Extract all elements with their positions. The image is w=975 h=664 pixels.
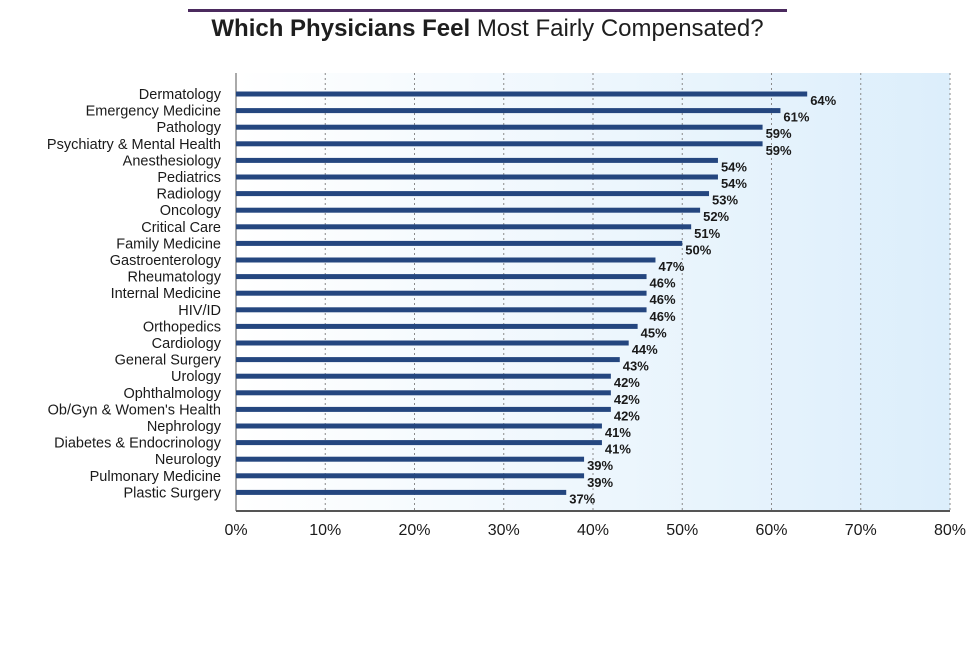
category-label: Nephrology [147,419,222,435]
value-label: 46% [650,276,676,291]
x-tick-label: 50% [666,522,698,539]
category-label: Emergency Medicine [86,104,221,120]
category-label: Neurology [155,452,222,468]
value-label: 50% [685,242,711,257]
value-label: 41% [605,442,631,457]
bar [236,440,602,446]
bar [236,473,585,479]
bar [236,240,683,246]
category-label: Cardiology [152,336,222,352]
bar [236,307,647,313]
value-label: 51% [694,226,720,241]
x-tick-label: 60% [755,522,787,539]
value-label: 43% [623,359,649,374]
bar [236,141,763,147]
value-label: 39% [587,475,613,490]
value-label: 39% [587,458,613,473]
value-label: 45% [641,325,667,340]
bar [236,373,611,379]
value-label: 54% [721,159,747,174]
value-label: 53% [712,193,738,208]
value-label: 46% [650,292,676,307]
bar [236,390,611,396]
grid-lines [324,73,951,511]
category-label: Oncology [160,203,222,219]
value-label: 42% [614,375,640,390]
value-label: 47% [658,259,684,274]
category-label: Orthopedics [143,319,221,335]
value-label: 64% [810,93,836,108]
category-label: Diabetes & Endocrinology [54,436,222,452]
bar [236,174,718,180]
value-label: 42% [614,392,640,407]
category-label: Urology [171,369,222,385]
category-label: Pathology [157,120,222,136]
bar [236,406,611,412]
category-label: Pediatrics [157,170,221,186]
bar [236,108,781,114]
category-label: Critical Care [141,220,221,236]
x-tick-label: 40% [577,522,609,539]
value-label: 54% [721,176,747,191]
x-tick-label: 0% [224,522,247,539]
value-label: 44% [632,342,658,357]
bar [236,357,620,363]
bar [236,340,629,346]
category-label: Family Medicine [116,236,221,252]
x-tick-labels: 0% 10% 20% 30% 40% 50% 60% 70% 80% [224,522,966,539]
category-label: Plastic Surgery [123,485,221,501]
bar [236,323,638,329]
bar [236,124,763,130]
value-label: 59% [766,126,792,141]
category-label: Internal Medicine [111,286,221,302]
value-label: 52% [703,209,729,224]
category-label: Psychiatry & Mental Health [47,137,221,153]
chart-title-light: Most Fairly Compensated? [476,15,764,42]
value-label: 41% [605,425,631,440]
value-label: 61% [783,110,809,125]
category-label: HIV/ID [178,303,221,319]
bars [236,91,808,495]
bar [236,489,567,495]
bar [236,157,718,163]
bar [236,290,647,296]
category-label: Anesthesiology [123,153,222,169]
x-tick-label: 70% [845,522,877,539]
bar [236,274,647,280]
category-label: Radiology [157,187,222,203]
bar [236,207,701,213]
bar [236,423,602,429]
bar [236,456,585,462]
chart-title: Which Physicians Feel Most Fairly Compen… [0,15,975,43]
bar [236,191,710,197]
category-label: Dermatology [139,87,222,103]
x-tick-label: 20% [398,522,430,539]
category-label: Ophthalmology [123,386,221,402]
value-label: 42% [614,408,640,423]
category-label: Rheumatology [128,270,222,286]
value-label: 46% [650,309,676,324]
bar [236,257,656,263]
category-label: Gastroenterology [110,253,222,269]
bar [236,91,808,97]
chart-title-bold: Which Physicians Feel [211,15,471,42]
value-label: 37% [569,491,595,506]
x-tick-label: 30% [488,522,520,539]
x-tick-label: 10% [309,522,341,539]
x-tick-label: 80% [934,522,966,539]
category-label: General Surgery [115,353,222,369]
title-rule [188,9,787,12]
value-label: 59% [766,143,792,158]
bar [236,224,692,230]
category-label: Ob/Gyn & Women's Health [48,402,221,418]
value-labels: 64%61%59%59%54%54%53%52%51%50%47%46%46%4… [569,93,836,506]
category-label: Pulmonary Medicine [90,469,221,485]
